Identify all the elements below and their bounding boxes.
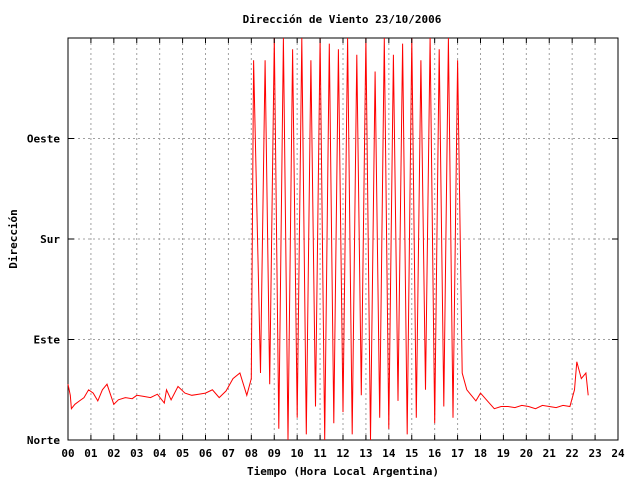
x-tick-label: 10 [291,447,304,460]
x-axis-label: Tiempo (Hora Local Argentina) [247,465,439,478]
x-tick-label: 08 [245,447,258,460]
y-axis-ticks: Norte Este Sur Oeste [27,133,618,447]
x-tick-label: 24 [611,447,625,460]
x-tick-label: 12 [336,447,349,460]
x-tick-label: 21 [543,447,557,460]
chart-title: Dirección de Viento 23/10/2006 [243,13,442,26]
x-tick-label: 00 [61,447,74,460]
x-tick-label: 20 [520,447,533,460]
x-tick-label: 06 [199,447,213,460]
x-tick-label: 01 [84,447,98,460]
series-line [67,37,589,441]
x-tick-label: 14 [382,447,396,460]
x-tick-label: 02 [107,447,120,460]
x-tick-label: 18 [474,447,487,460]
x-tick-label: 13 [359,447,372,460]
x-tick-label: 22 [566,447,579,460]
x-axis-ticks: 00 01 02 03 04 05 06 07 08 09 10 11 12 13 14 15 16 17 18 19… [61,38,625,460]
y-tick-label: Norte [27,434,60,447]
x-tick-label: 05 [176,447,189,460]
x-tick-label: 23 [588,447,601,460]
x-tick-label: 04 [153,447,167,460]
x-tick-label: 07 [222,447,235,460]
y-axis-label: Dirección [7,209,20,269]
x-tick-label: 11 [313,447,327,460]
x-tick-label: 15 [405,447,418,460]
x-tick-label: 03 [130,447,143,460]
y-tick-label: Este [34,334,61,347]
x-tick-label: 09 [268,447,281,460]
x-tick-label: 17 [451,447,464,460]
x-tick-label: 19 [497,447,510,460]
y-tick-label: Sur [40,233,60,246]
data-series [67,37,589,441]
x-tick-label: 16 [428,447,442,460]
grid-lines [68,38,618,440]
y-tick-label: Oeste [27,133,60,146]
